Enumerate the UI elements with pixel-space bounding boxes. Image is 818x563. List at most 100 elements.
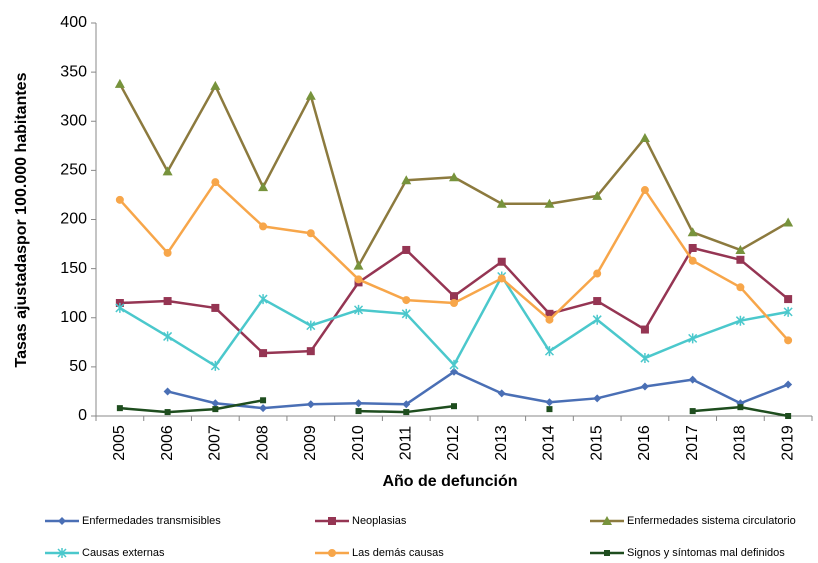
series-line (119, 275, 789, 368)
point (544, 346, 554, 357)
point (402, 400, 411, 409)
point (163, 331, 173, 342)
legend-marker (328, 549, 336, 557)
point (735, 244, 746, 254)
point (783, 217, 794, 227)
y-tick-label: 100 (60, 309, 87, 326)
y-tick-label: 200 (60, 211, 87, 228)
point (450, 292, 458, 301)
point (593, 269, 602, 278)
point (210, 360, 220, 371)
point (403, 409, 410, 416)
point (593, 297, 602, 306)
point (544, 198, 555, 208)
y-tick-label: 0 (78, 407, 87, 424)
point (735, 315, 745, 326)
point (639, 132, 650, 142)
point (783, 306, 793, 317)
x-tick-label: 2013 (493, 425, 510, 461)
legend-label: Causas externas (82, 547, 165, 559)
y-tick-label: 350 (60, 63, 87, 80)
point (401, 175, 412, 185)
y-tick-label: 150 (60, 260, 87, 277)
point (497, 257, 506, 266)
legend-label: Neoplasias (352, 515, 407, 527)
legend-label: Enfermedades transmisibles (82, 515, 221, 527)
y-tick-label: 400 (60, 14, 87, 31)
point (354, 399, 363, 408)
point (212, 406, 219, 413)
point (640, 353, 650, 364)
point (259, 404, 268, 413)
point (162, 166, 173, 176)
legend-label: Las demás causas (352, 547, 444, 559)
point (736, 283, 745, 292)
point (785, 413, 792, 419)
y-tick-label: 50 (69, 358, 87, 375)
x-tick-label: 2006 (159, 425, 176, 461)
x-tick-label: 2010 (350, 425, 367, 461)
x-tick-label: 2005 (111, 425, 128, 461)
point (640, 382, 649, 391)
point (450, 299, 458, 308)
point (306, 400, 315, 409)
point (784, 380, 793, 389)
point (402, 245, 411, 254)
x-tick-label: 2017 (684, 425, 701, 461)
point (640, 186, 649, 195)
point (258, 182, 269, 192)
point (688, 256, 697, 265)
point (449, 359, 459, 370)
point (163, 387, 172, 396)
point (211, 178, 220, 187)
point (450, 367, 458, 376)
point (259, 222, 268, 231)
point (545, 315, 554, 324)
legend-marker (328, 517, 336, 525)
point (592, 314, 602, 325)
x-tick-label: 2018 (732, 425, 749, 461)
point (353, 260, 364, 270)
point (688, 333, 698, 344)
point (640, 325, 649, 334)
legend-label: Enfermedades sistema circulatorio (627, 515, 796, 527)
point (546, 406, 553, 413)
point (163, 297, 172, 306)
point (114, 78, 125, 88)
point (736, 255, 745, 264)
point (306, 347, 315, 356)
y-tick-label: 300 (60, 112, 87, 129)
point (402, 296, 411, 305)
point (592, 190, 603, 200)
point (784, 336, 793, 345)
point (355, 408, 362, 415)
point (496, 198, 507, 208)
x-tick-label: 2012 (445, 425, 462, 461)
point (689, 408, 696, 415)
legend-marker (604, 550, 610, 556)
point (737, 404, 744, 411)
point (451, 403, 457, 410)
point (260, 397, 267, 404)
point (116, 405, 123, 412)
point (115, 302, 125, 313)
point (306, 320, 316, 331)
x-tick-label: 2014 (541, 425, 558, 461)
legend-marker (57, 548, 67, 558)
x-tick-label: 2009 (302, 425, 319, 461)
x-tick-label: 2016 (636, 425, 653, 461)
point (211, 303, 220, 312)
x-tick-label: 2011 (397, 426, 414, 461)
point (210, 80, 221, 90)
point (545, 398, 554, 407)
series-line (167, 370, 789, 410)
point (688, 375, 697, 384)
x-tick-label: 2007 (207, 425, 224, 461)
x-tick-label: 2015 (588, 425, 605, 461)
point (259, 349, 268, 358)
point (688, 243, 697, 252)
x-axis-title: Año de defunción (382, 473, 517, 490)
point (354, 304, 364, 315)
point (593, 394, 602, 403)
